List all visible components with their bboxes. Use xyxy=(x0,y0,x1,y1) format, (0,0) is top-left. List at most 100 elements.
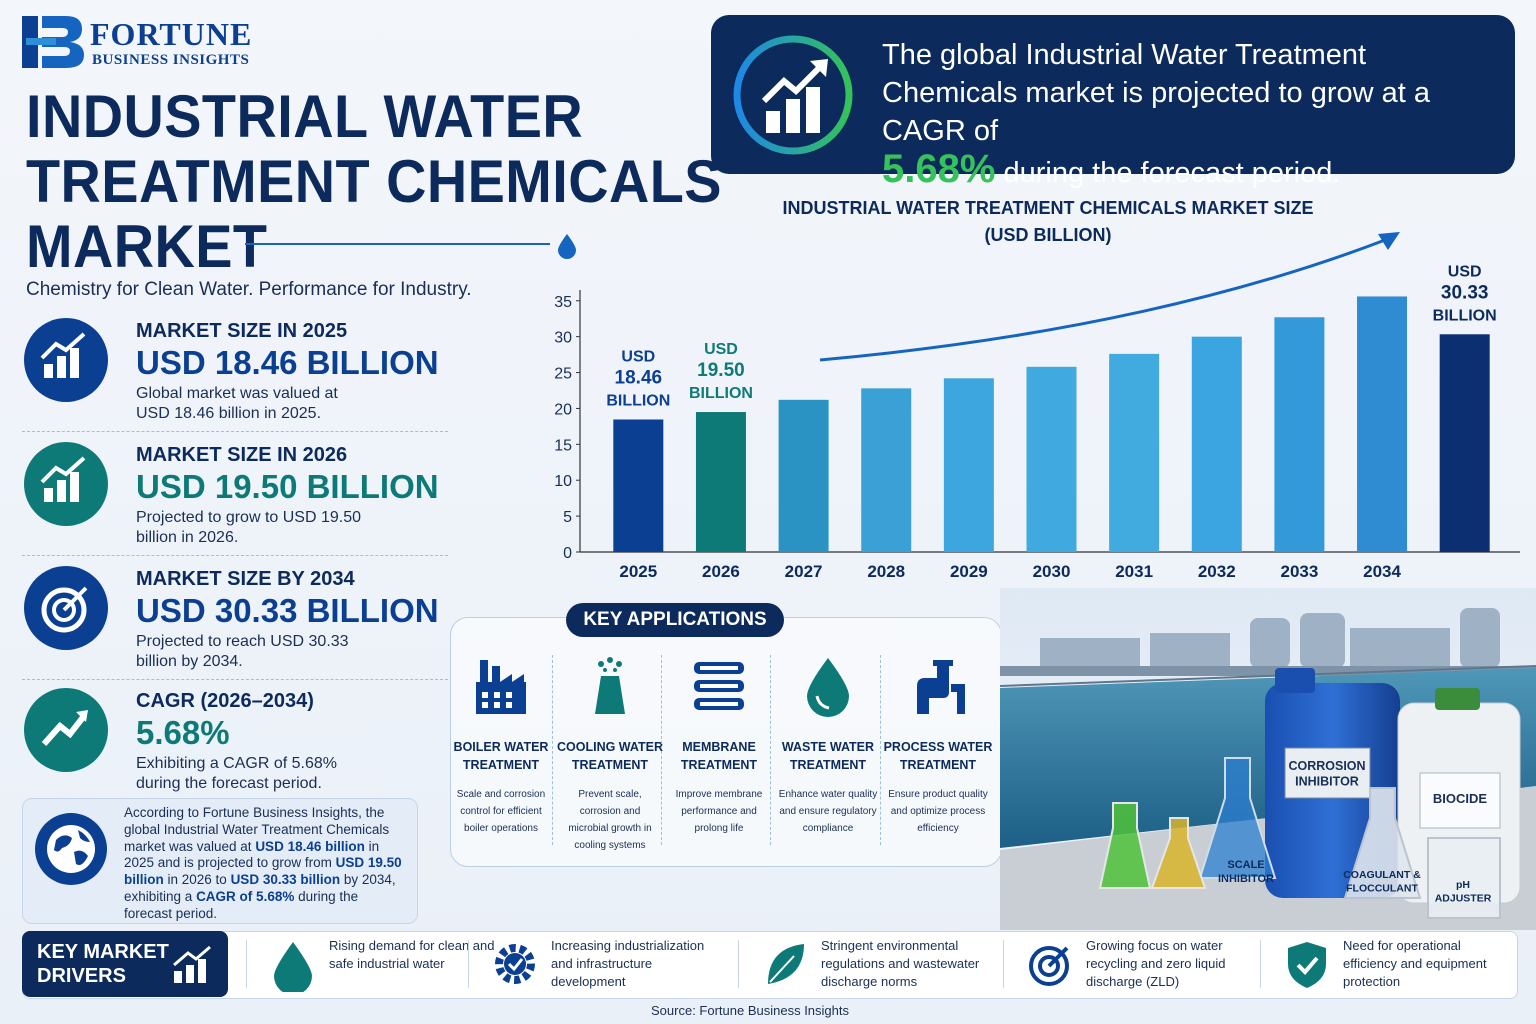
application-name: WASTE WATER TREATMENT xyxy=(781,740,875,772)
value-label: USD 19.50 BILLION xyxy=(689,341,753,402)
stat-description: Projected to reach USD 30.33 billion by … xyxy=(136,633,349,670)
bar xyxy=(1026,366,1077,552)
separator xyxy=(22,431,448,432)
title-line: TREATMENT CHEMICALS xyxy=(26,148,722,215)
globe-icon xyxy=(35,813,107,885)
stat-icon xyxy=(24,318,108,402)
application: BOILER WATER TREATMENT Scale and corrosio… xyxy=(446,652,556,837)
brand-sub: BUSINESS INSIGHTS xyxy=(92,52,250,68)
x-tick-label: 2029 xyxy=(950,562,988,581)
summary-highlight: USD 19.50 billion xyxy=(124,855,402,888)
stat-heading: MARKET SIZE BY 2034 xyxy=(136,568,355,590)
separator xyxy=(246,940,247,988)
applications-box xyxy=(450,617,1002,867)
product-label: BIOCIDE xyxy=(1433,791,1488,806)
stat-heading: MARKET SIZE IN 2026 xyxy=(136,444,348,466)
application-icon xyxy=(807,658,849,717)
summary-highlight: USD 18.46 billion xyxy=(255,838,365,854)
driver-text: Increasing industrialization and infrast… xyxy=(551,938,705,989)
application: WASTE WATER TREATMENT Enhance water quali… xyxy=(773,652,883,837)
product-label: SCALE INHIBITOR xyxy=(1218,859,1274,885)
stat-value: 5.68% xyxy=(136,714,230,751)
driver-icon xyxy=(768,944,804,984)
x-tick-label: 2033 xyxy=(1280,562,1318,581)
application-icon xyxy=(917,660,965,714)
product-label: CORROSION INHIBITOR xyxy=(1288,759,1365,789)
application: MEMBRANE TREATMENT Improve membrane perfo… xyxy=(664,652,774,837)
x-tick-label: 2028 xyxy=(867,562,905,581)
y-tick-label: 25 xyxy=(554,366,572,383)
chart-title: INDUSTRIAL WATER TREATMENT CHEMICALS MAR… xyxy=(783,198,1314,218)
drivers-bar xyxy=(22,931,1518,999)
separator xyxy=(1003,940,1004,988)
application-icon xyxy=(476,660,526,714)
bar xyxy=(695,412,746,552)
banner-text: The global Industrial Water Treatment Ch… xyxy=(882,39,1430,147)
y-tick-label: 0 xyxy=(563,545,572,562)
summary-segment: in 2025 and is projected to grow from xyxy=(124,838,380,871)
bar xyxy=(943,378,994,552)
stat-icon xyxy=(24,442,108,526)
stat-description: Global market was valued at USD 18.46 bi… xyxy=(136,385,338,422)
driver-icon xyxy=(495,944,535,984)
tagline: Chemistry for Clean Water. Performance f… xyxy=(26,279,472,300)
stat-heading: MARKET SIZE IN 2025 xyxy=(136,320,348,342)
application-description: Improve membrane performance and prolong… xyxy=(675,789,763,834)
product-label: pH ADJUSTER xyxy=(1435,879,1492,905)
banner-text-end: during the forecast period. xyxy=(1003,157,1341,189)
separator xyxy=(22,679,448,680)
x-tick-label: 2034 xyxy=(1363,562,1401,581)
y-tick-label: 15 xyxy=(554,437,572,454)
bar xyxy=(778,399,829,552)
application-name: BOILER WATER TREATMENT xyxy=(453,740,549,772)
application-description: Scale and corrosion control for efficien… xyxy=(456,789,546,834)
title-line: MARKET xyxy=(26,213,268,280)
stat-description: Exhibiting a CAGR of 5.68% during the fo… xyxy=(136,755,337,792)
driver-icon xyxy=(1029,946,1069,986)
application: COOLING WATER TREATMENT Prevent scale, co… xyxy=(555,652,665,854)
chart: INDUSTRIAL WATER TREATMENT CHEMICALS MAR… xyxy=(554,198,1520,581)
driver-text: Rising demand for clean and safe industr… xyxy=(329,938,495,971)
bar xyxy=(861,388,912,552)
banner-text: The global Industrial Water Treatment Ch… xyxy=(882,36,1502,192)
driver-icon xyxy=(274,942,312,992)
trend-arrow xyxy=(819,238,1386,362)
stat-icon xyxy=(24,688,108,772)
applications-title: KEY APPLICATIONS xyxy=(566,603,784,637)
plant-photo: CORROSION INHIBITOR BIOCIDE SCALE INHIBITOR C… xyxy=(1000,588,1536,930)
stat-description: Projected to grow to USD 19.50 billion i… xyxy=(136,509,362,546)
bar xyxy=(1439,334,1490,552)
separator xyxy=(880,655,881,845)
y-tick-label: 35 xyxy=(554,294,572,311)
stat-icon xyxy=(24,566,108,650)
cagr-banner xyxy=(711,15,1515,174)
application-name: COOLING WATER TREATMENT xyxy=(556,740,663,772)
value-label: USD 18.46 BILLION xyxy=(606,348,670,409)
x-tick-label: 2032 xyxy=(1198,562,1236,581)
bar xyxy=(1109,353,1160,552)
application-name: MEMBRANE TREATMENT xyxy=(680,740,758,772)
x-tick-label: 2025 xyxy=(619,562,657,581)
application-name: PROCESS WATER TREATMENT xyxy=(883,740,993,772)
summary-segment: in 2026 to xyxy=(163,872,231,888)
y-tick-label: 10 xyxy=(554,473,572,490)
bar xyxy=(1191,336,1242,552)
y-tick-label: 30 xyxy=(554,330,572,347)
application-description: Prevent scale, corrosion and microbial g… xyxy=(568,789,652,851)
y-tick-label: 20 xyxy=(554,401,572,418)
separator xyxy=(1260,940,1261,988)
trend-arrowhead xyxy=(1378,232,1400,250)
x-tick-label: 2031 xyxy=(1115,562,1153,581)
x-tick-label: 2027 xyxy=(785,562,823,581)
x-tick-label: 2030 xyxy=(1033,562,1071,581)
separator xyxy=(738,940,739,988)
logo-icon xyxy=(22,16,84,68)
x-tick-label: 2026 xyxy=(702,562,740,581)
stat-value: USD 18.46 BILLION xyxy=(136,344,439,381)
driver-text: Stringent environmental regulations and … xyxy=(821,938,980,989)
separator xyxy=(770,655,771,845)
stat-heading: CAGR (2026–2034) xyxy=(136,690,314,712)
summary-text: According to Fortune Business Insights, … xyxy=(124,805,409,923)
chart-subtitle: (USD BILLION) xyxy=(985,225,1112,245)
